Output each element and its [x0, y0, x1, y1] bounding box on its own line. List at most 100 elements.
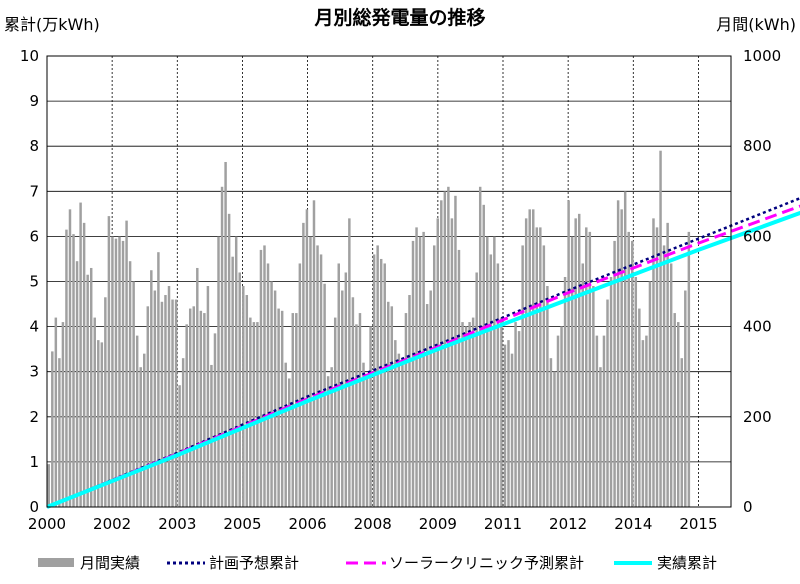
monthly-bar	[270, 281, 273, 507]
monthly-bar	[326, 376, 330, 507]
monthly-bar	[128, 261, 132, 507]
monthly-bar	[595, 335, 599, 507]
monthly-bar	[556, 335, 560, 507]
monthly-bar	[457, 249, 461, 507]
legend-label-solar-clinic: ソーラークリニック予測累計	[389, 554, 584, 572]
monthly-bar	[167, 286, 171, 507]
x-tick-label: 2002	[93, 515, 131, 533]
y-axis-left-label: 累計(万kWh)	[4, 15, 100, 34]
monthly-bar	[51, 351, 54, 507]
monthly-bar	[609, 276, 613, 507]
monthly-bar	[411, 240, 415, 507]
monthly-bar	[157, 252, 160, 507]
monthly-bar	[312, 200, 316, 507]
monthly-bar	[623, 191, 627, 508]
monthly-bar	[376, 245, 379, 508]
monthly-bar	[468, 322, 471, 507]
monthly-bar	[539, 227, 542, 507]
y-tick-right-label: 400	[743, 318, 772, 336]
monthly-bar	[114, 238, 118, 507]
monthly-bar	[397, 353, 401, 507]
monthly-bar	[100, 342, 104, 507]
y-tick-left-label: 9	[29, 92, 39, 110]
monthly-bar	[252, 322, 256, 507]
monthly-bar	[510, 353, 514, 507]
monthly-bar	[443, 191, 447, 508]
y-axis-right-label: 月間(kWh)	[716, 15, 796, 34]
monthly-bar	[418, 236, 422, 507]
monthly-bar	[482, 204, 485, 507]
y-tick-left-label: 4	[29, 318, 39, 336]
monthly-bar	[422, 231, 425, 507]
monthly-bar	[606, 299, 609, 507]
monthly-bar	[97, 340, 100, 507]
monthly-bar	[577, 213, 581, 507]
monthly-bar	[677, 322, 680, 507]
monthly-bar	[648, 281, 652, 507]
monthly-bar	[238, 272, 241, 507]
monthly-bar	[464, 326, 468, 507]
monthly-bar	[224, 161, 227, 508]
monthly-bar	[309, 236, 312, 507]
monthly-bar	[213, 333, 217, 507]
y-tick-left-label: 5	[29, 273, 39, 291]
monthly-bar	[351, 297, 355, 507]
monthly-bar	[316, 245, 319, 508]
monthly-bar	[171, 299, 174, 507]
monthly-bar	[273, 290, 277, 507]
y-tick-left-label: 7	[29, 182, 39, 200]
monthly-bar	[588, 231, 592, 507]
monthly-bar	[602, 335, 606, 507]
monthly-bar	[333, 317, 337, 507]
monthly-bar	[471, 317, 475, 507]
monthly-bar	[302, 222, 305, 507]
monthly-bar	[89, 267, 93, 507]
y-tick-right-label: 200	[743, 408, 772, 426]
monthly-bar	[341, 290, 344, 507]
monthly-bar	[669, 263, 673, 507]
monthly-bar	[298, 263, 302, 507]
monthly-bar	[104, 297, 107, 507]
monthly-bar	[150, 270, 153, 507]
monthly-bar	[432, 245, 436, 508]
chart-title: 月別総発電量の推移	[313, 6, 485, 29]
monthly-bar	[153, 290, 157, 507]
monthly-bar	[365, 376, 369, 507]
monthly-bar	[263, 245, 266, 508]
monthly-bar	[570, 236, 574, 507]
monthly-bar	[401, 358, 404, 507]
monthly-bar	[546, 286, 549, 507]
monthly-bar	[199, 310, 203, 507]
monthly-bar	[284, 362, 287, 507]
monthly-bar	[220, 186, 224, 508]
monthly-bar	[65, 229, 68, 507]
monthly-bar	[684, 290, 687, 507]
monthly-bar	[486, 236, 489, 507]
x-tick-label: 2011	[484, 515, 522, 533]
monthly-bar	[61, 322, 65, 507]
monthly-bar	[231, 256, 234, 507]
monthly-bar	[383, 263, 386, 507]
monthly-bar	[581, 263, 584, 507]
monthly-bar	[567, 200, 570, 507]
monthly-bar	[210, 364, 213, 507]
y-tick-right-label: 0	[743, 498, 753, 516]
monthly-bar	[291, 313, 295, 507]
monthly-bar	[500, 317, 503, 507]
monthly-bar	[436, 218, 440, 508]
monthly-bar	[344, 272, 348, 507]
x-tick-label: 2006	[288, 515, 326, 533]
monthly-bar	[592, 286, 595, 507]
monthly-bar	[54, 317, 58, 507]
monthly-bar	[132, 281, 135, 507]
monthly-bar	[634, 276, 638, 507]
monthly-bar	[196, 267, 199, 507]
monthly-bar	[362, 362, 365, 507]
monthly-bar	[319, 254, 323, 507]
monthly-bars	[47, 150, 691, 508]
monthly-bar	[638, 308, 641, 507]
monthly-bar	[121, 240, 125, 507]
monthly-bar	[75, 261, 79, 507]
y-tick-left-label: 6	[29, 227, 39, 245]
monthly-bar	[135, 335, 139, 507]
